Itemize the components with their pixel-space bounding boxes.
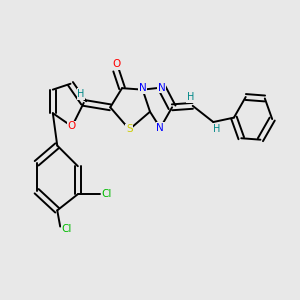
Text: H: H bbox=[187, 92, 194, 102]
Text: N: N bbox=[158, 82, 166, 93]
Text: S: S bbox=[126, 124, 133, 134]
Text: O: O bbox=[68, 122, 76, 131]
Text: H: H bbox=[77, 89, 85, 99]
Text: Cl: Cl bbox=[101, 189, 112, 199]
Text: O: O bbox=[112, 59, 120, 69]
Text: H: H bbox=[213, 124, 220, 134]
Text: N: N bbox=[139, 83, 146, 93]
Text: N: N bbox=[156, 123, 164, 133]
Text: Cl: Cl bbox=[61, 224, 72, 234]
